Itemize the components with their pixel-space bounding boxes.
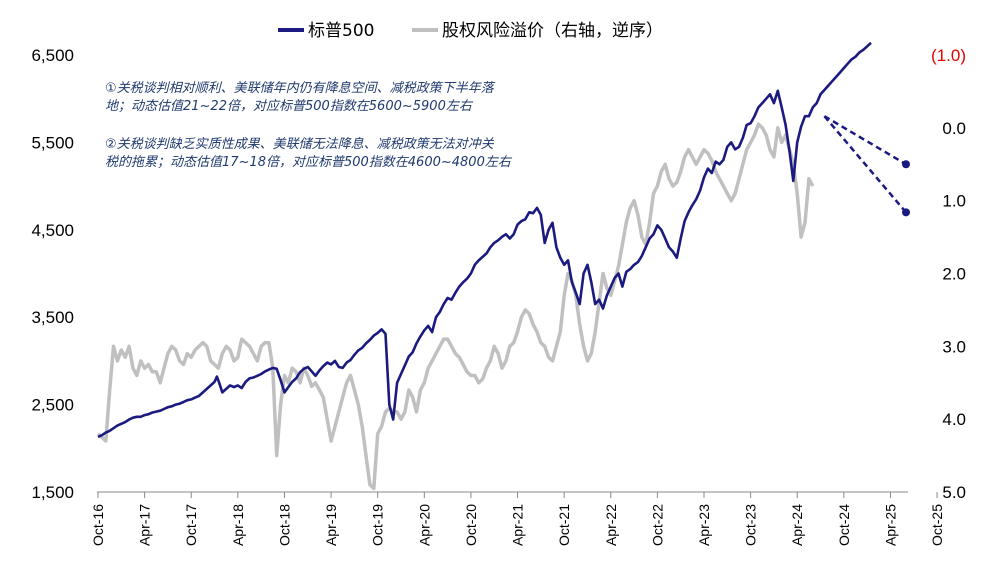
- annotation-1: ①关税谈判相对顺利、美联储年内仍有降息空间、减税政策下半年落 地；动态估值21~…: [105, 80, 496, 114]
- legend: 标普500 股权风险溢价（右轴，逆序）: [278, 21, 663, 41]
- annotation-2-line-1: ②关税谈判缺乏实质性成果、美联储无法降息、减税政策无法对冲关: [105, 136, 495, 152]
- x-tick-label: Oct-23: [743, 504, 759, 546]
- x-tick-label: Apr-24: [789, 504, 805, 546]
- left-axis-ticks: 1,500 2,500 3,500 4,500 5,500 6,500: [31, 46, 74, 502]
- x-tick-label: Oct-21: [556, 504, 572, 546]
- projection-line-scenario-2: [823, 115, 907, 214]
- annotation-2: ②关税谈判缺乏实质性成果、美联储无法降息、减税政策无法对冲关 税的拖累；动态估值…: [105, 136, 513, 170]
- x-tick-label: Oct-24: [836, 504, 852, 546]
- right-tick-label: 2.0: [942, 265, 966, 284]
- right-tick-label: 0.0: [942, 119, 966, 138]
- projection-line-scenario-1: [823, 115, 907, 166]
- right-tick-label: (1.0): [931, 46, 966, 65]
- right-tick-label: 4.0: [942, 410, 966, 429]
- legend-label-erp: 股权风险溢价（右轴，逆序）: [442, 21, 663, 41]
- series-line-erp: [96, 122, 815, 491]
- x-tick-label: Apr-21: [510, 504, 526, 546]
- annotation-1-line-1: ①关税谈判相对顺利、美联储年内仍有降息空间、减税政策下半年落: [105, 80, 496, 96]
- left-tick-label: 2,500: [31, 396, 74, 415]
- x-tick-label: Apr-22: [603, 504, 619, 546]
- x-tick-label: Oct-19: [370, 504, 386, 546]
- x-tick-label: Apr-20: [416, 504, 432, 546]
- annotation-2-line-2: 税的拖累；动态估值17~18倍，对应标普500指数在4600~4800左右: [105, 154, 513, 170]
- left-tick-label: 4,500: [31, 221, 74, 240]
- left-tick-label: 3,500: [31, 308, 74, 327]
- legend-label-sp500: 标普500: [308, 21, 374, 41]
- projection-endpoint-scenario-2: [902, 208, 910, 217]
- x-axis-ticks: Oct-16 Apr-17 Oct-17 Apr-18 Oct-18 Apr-19 Oct-…: [90, 492, 945, 546]
- x-tick-label: Apr-18: [230, 504, 246, 546]
- x-tick-label: Oct-20: [463, 504, 479, 546]
- right-axis-ticks: (1.0) 0.0 1.0 2.0 3.0 4.0 5.0: [931, 46, 966, 502]
- x-tick-label: Oct-25: [929, 504, 945, 546]
- right-tick-label: 3.0: [942, 337, 966, 356]
- left-tick-label: 1,500: [31, 483, 74, 502]
- x-tick-label: Oct-17: [183, 504, 199, 546]
- projection-endpoint-scenario-1: [902, 160, 910, 169]
- annotation-1-line-2: 地；动态估值21~22倍，对应标普500指数在5600~5900左右: [105, 98, 474, 114]
- left-tick-label: 6,500: [31, 46, 74, 65]
- x-tick-label: Apr-17: [137, 504, 153, 546]
- x-tick-label: Oct-16: [90, 504, 106, 546]
- right-tick-label: 1.0: [942, 192, 966, 211]
- x-tick-label: Oct-18: [276, 504, 292, 546]
- x-tick-label: Apr-25: [882, 504, 898, 546]
- x-tick-label: Apr-23: [696, 504, 712, 546]
- x-tick-label: Apr-19: [323, 504, 339, 546]
- right-tick-label: 5.0: [942, 483, 966, 502]
- left-tick-label: 5,500: [31, 133, 74, 152]
- series-layer: [96, 41, 910, 491]
- x-tick-label: Oct-22: [649, 504, 665, 546]
- series-line-sp500: [97, 41, 872, 439]
